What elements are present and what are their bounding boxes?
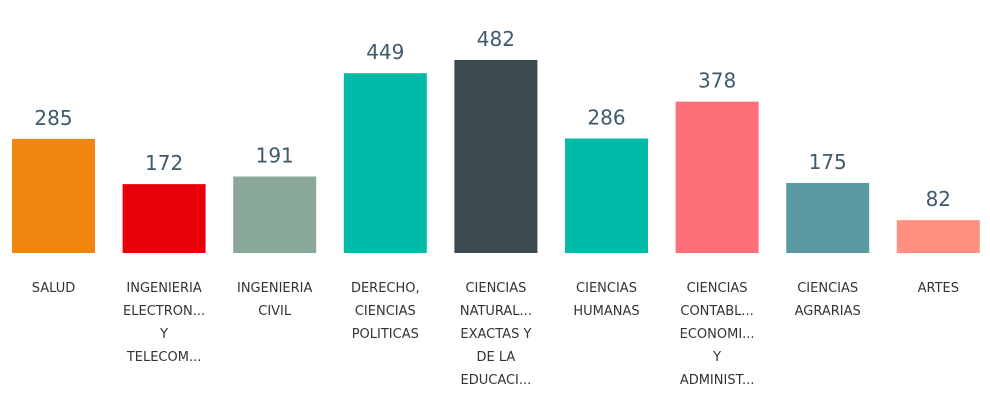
category-label: INGENIERIA <box>237 281 312 296</box>
bar <box>122 184 206 253</box>
category-label: ELECTRON... <box>123 304 205 319</box>
category-label: TELECOM... <box>126 350 202 365</box>
value-label: 378 <box>698 69 736 93</box>
category-label: Y <box>159 327 168 342</box>
category-label: CIENCIAS <box>355 304 416 319</box>
bar <box>675 101 759 253</box>
category-label: CIENCIAS <box>687 281 748 296</box>
value-label: 285 <box>34 106 72 130</box>
bar <box>343 73 427 254</box>
category-label: NATURAL... <box>460 304 532 319</box>
value-label: 175 <box>809 150 847 174</box>
category-label: CIVIL <box>258 304 292 319</box>
category-label: INGENIERIA <box>126 281 201 296</box>
bar <box>565 138 648 253</box>
category-label: CIENCIAS <box>797 281 858 296</box>
value-label: 482 <box>477 27 515 51</box>
category-label: POLITICAS <box>352 327 419 342</box>
value-label: 449 <box>366 40 404 64</box>
value-label: 172 <box>145 151 183 175</box>
category-label: CIENCIAS <box>576 281 637 296</box>
value-label: 82 <box>926 187 951 211</box>
bar <box>12 138 95 253</box>
category-label: EXACTAS Y <box>460 327 531 342</box>
value-label: 286 <box>587 105 625 129</box>
category-label: ADMINIST... <box>680 373 755 388</box>
category-label: CONTABL... <box>680 304 753 319</box>
value-label: 191 <box>256 144 294 168</box>
category-label: HUMANAS <box>573 304 639 319</box>
category-label: AGRARIAS <box>795 304 861 319</box>
category-label: DE LA <box>477 350 516 365</box>
category-label: EDUCACI... <box>461 373 532 388</box>
bar <box>896 220 980 253</box>
category-label: CIENCIAS <box>465 281 526 296</box>
bar <box>233 176 317 253</box>
category-label: DERECHO, <box>351 281 420 296</box>
category-label: SALUD <box>32 281 76 296</box>
bar <box>786 182 870 253</box>
category-label: ECONOMI... <box>680 327 755 342</box>
bar <box>454 60 538 253</box>
category-label: Y <box>712 350 721 365</box>
category-label: ARTES <box>918 281 959 296</box>
